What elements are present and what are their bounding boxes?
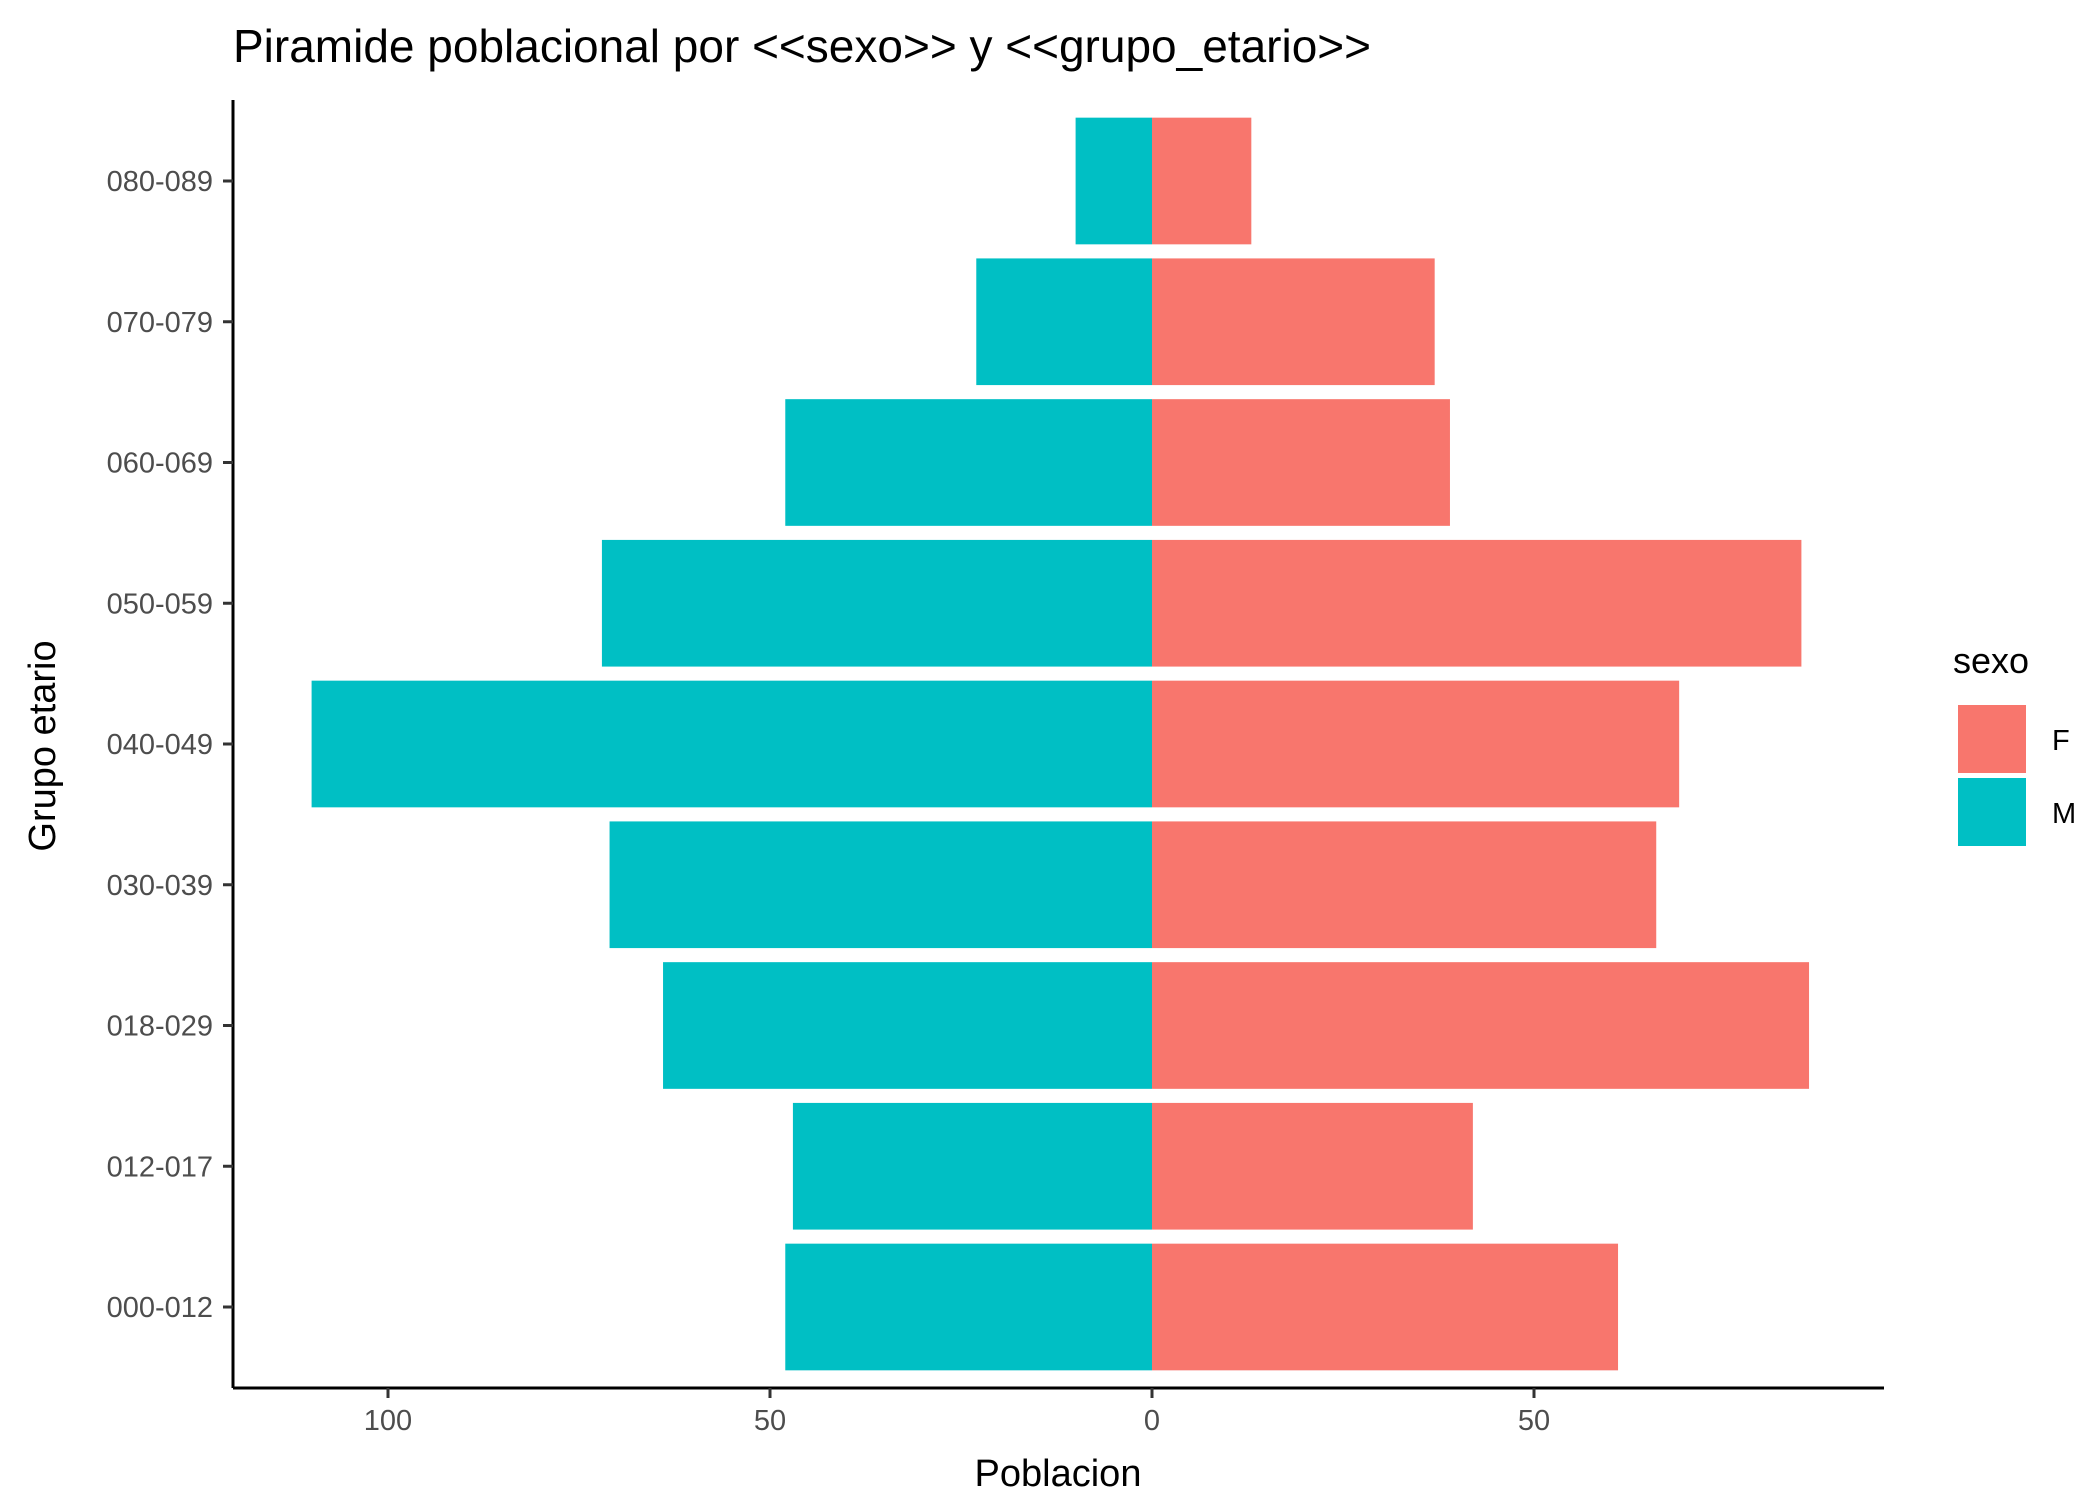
legend-key-f	[1958, 705, 2026, 773]
legend-label-f: F	[2052, 725, 2070, 757]
bar-f-040-049	[1152, 680, 1680, 808]
y-tick-label: 060-069	[107, 448, 213, 480]
bar-m-040-049	[311, 680, 1153, 808]
bar-m-000-012	[785, 1243, 1152, 1371]
x-tick-label: 50	[754, 1405, 786, 1437]
y-tick-label: 050-059	[107, 588, 213, 620]
chart-title: Piramide poblacional por <<sexo>> y <<gr…	[233, 20, 1371, 72]
bar-m-012-017	[792, 1102, 1152, 1230]
bar-f-080-089	[1152, 117, 1252, 245]
x-axis-title: Poblacion	[975, 1453, 1142, 1495]
y-tick-label: 040-049	[107, 729, 213, 761]
bar-m-030-039	[609, 821, 1152, 949]
bar-m-070-079	[976, 258, 1152, 386]
bar-f-030-039	[1152, 821, 1657, 949]
legend: sexo F M	[1953, 640, 2076, 846]
bar-m-018-029	[663, 962, 1152, 1089]
y-tick-label: 070-079	[107, 307, 213, 339]
bar-f-050-059	[1152, 539, 1802, 667]
bar-m-050-059	[601, 539, 1152, 667]
x-tick-label: 100	[364, 1405, 412, 1437]
bar-m-080-089	[1075, 117, 1152, 245]
legend-key-m	[1958, 778, 2026, 846]
bar-f-060-069	[1152, 399, 1450, 526]
x-tick-label: 0	[1144, 1405, 1160, 1437]
bar-f-012-017	[1152, 1102, 1473, 1230]
bar-f-070-079	[1152, 258, 1435, 386]
bar-f-000-012	[1152, 1243, 1619, 1371]
x-axis: 100 50 0 50	[233, 1386, 1884, 1437]
y-axis: 000-012 012-017 018-029 030-039 040-049 050-0…	[107, 100, 235, 1388]
legend-title: sexo	[1953, 640, 2029, 681]
y-tick-label: 018-029	[107, 1011, 213, 1043]
y-tick-label: 080-089	[107, 166, 213, 198]
x-tick-label: 50	[1518, 1405, 1550, 1437]
y-tick-label: 000-012	[107, 1292, 213, 1324]
y-tick-label: 030-039	[107, 870, 213, 902]
legend-label-m: M	[2052, 798, 2076, 830]
bar-m-060-069	[785, 399, 1152, 526]
y-tick-label: 012-017	[107, 1151, 213, 1183]
bar-f-018-029	[1152, 962, 1810, 1089]
bars-layer	[311, 117, 1810, 1371]
y-axis-title: Grupo etario	[22, 640, 64, 851]
